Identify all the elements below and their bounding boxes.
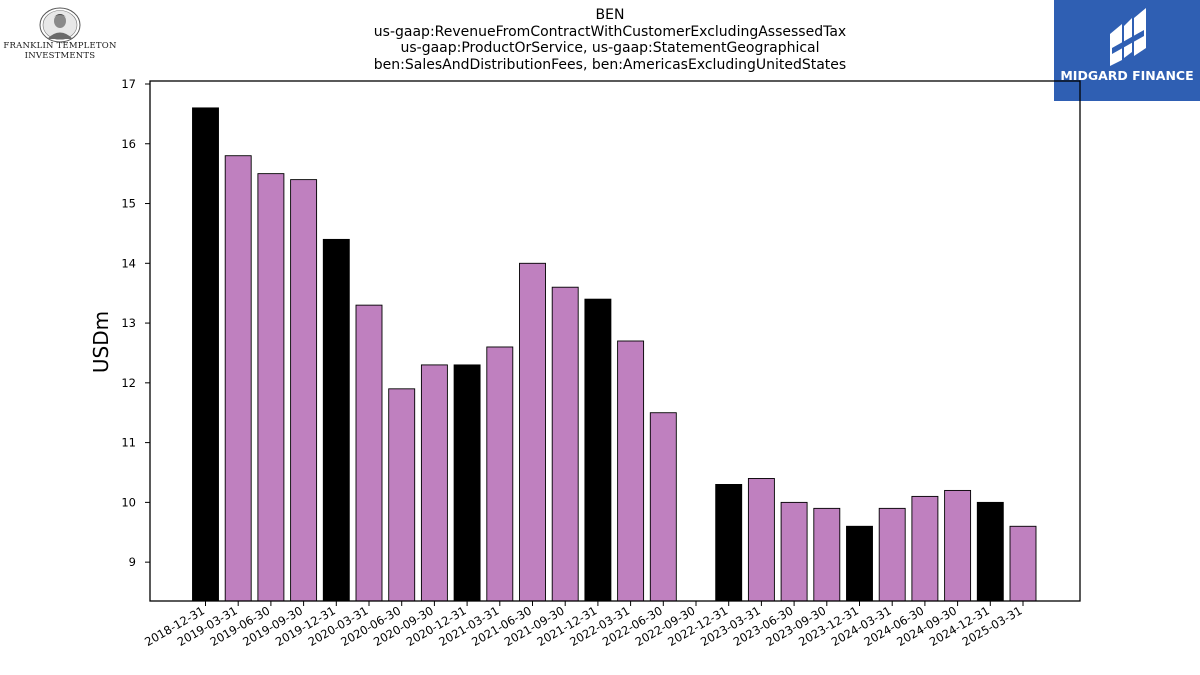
title-line-2: us-gaap:RevenueFromContractWithCustomerE… xyxy=(373,23,847,40)
y-tick-label: 17 xyxy=(121,77,136,91)
title-line-3: us-gaap:ProductOrService, us-gaap:Statem… xyxy=(400,40,820,56)
brand-line-2: INVESTMENTS xyxy=(24,51,96,61)
bar-2019-12-31 xyxy=(322,238,350,602)
bar-2020-06-30 xyxy=(388,388,416,602)
bar-2024-12-31 xyxy=(976,501,1004,602)
bar-2021-06-30 xyxy=(519,262,546,602)
y-tick-label: 9 xyxy=(129,555,136,569)
y-axis: 9 10 11 12 13 14 15 16 17 xyxy=(121,77,150,569)
midgard-wordmark: MIDGARD FINANCE xyxy=(1060,68,1194,83)
bar-2021-12-31 xyxy=(584,298,612,602)
y-tick-label: 16 xyxy=(121,137,136,151)
x-axis: 2018-12-312019-03-312019-06-302019-09-30… xyxy=(142,601,1025,649)
y-axis-label: USDm xyxy=(89,311,113,373)
bar-2023-06-30 xyxy=(780,501,808,602)
franklin-templeton-logo: FRANKLIN TEMPLETON INVESTMENTS xyxy=(0,4,120,66)
y-tick-label: 12 xyxy=(121,376,136,390)
bar-2020-12-31 xyxy=(453,364,481,602)
bar-2024-03-31 xyxy=(878,507,906,602)
plot-frame xyxy=(149,80,1081,602)
midgard-finance-logo: MIDGARD FINANCE xyxy=(1054,0,1200,101)
title-line-4: ben:SalesAndDistributionFees, ben:Americ… xyxy=(373,56,847,73)
bar-2023-09-30 xyxy=(813,507,841,602)
y-tick-label: 14 xyxy=(121,256,136,270)
bar-2019-03-31 xyxy=(224,155,252,602)
bar-2019-06-30 xyxy=(257,173,285,602)
bar-series xyxy=(192,107,1037,602)
bar-2018-12-31 xyxy=(192,107,219,602)
brand-line-1: FRANKLIN TEMPLETON xyxy=(3,41,117,51)
bar-2024-09-30 xyxy=(944,489,972,602)
bar-2024-06-30 xyxy=(911,495,939,602)
bar-2021-09-30 xyxy=(551,286,579,602)
chart-title: BEN us-gaap:RevenueFromContractWithCusto… xyxy=(290,7,930,73)
y-tick-label: 15 xyxy=(121,197,136,211)
y-tick-label: 11 xyxy=(121,436,136,450)
franklin-portrait-icon xyxy=(39,7,81,43)
bar-2020-03-31 xyxy=(355,304,383,602)
bar-2020-09-30 xyxy=(420,364,448,602)
bar-2019-09-30 xyxy=(290,179,318,602)
bar-2023-03-31 xyxy=(747,478,775,602)
bar-2022-12-31 xyxy=(715,484,743,602)
bar-2022-06-30 xyxy=(649,412,677,602)
bar-2022-03-31 xyxy=(617,340,645,602)
midgard-emblem-icon xyxy=(1110,8,1146,66)
title-line-1: BEN xyxy=(595,7,625,23)
bar-2021-03-31 xyxy=(486,346,514,602)
bar-2023-12-31 xyxy=(846,525,873,602)
y-tick-label: 10 xyxy=(121,495,136,509)
bar-2025-03-31 xyxy=(1009,525,1037,602)
y-tick-label: 13 xyxy=(121,316,136,330)
